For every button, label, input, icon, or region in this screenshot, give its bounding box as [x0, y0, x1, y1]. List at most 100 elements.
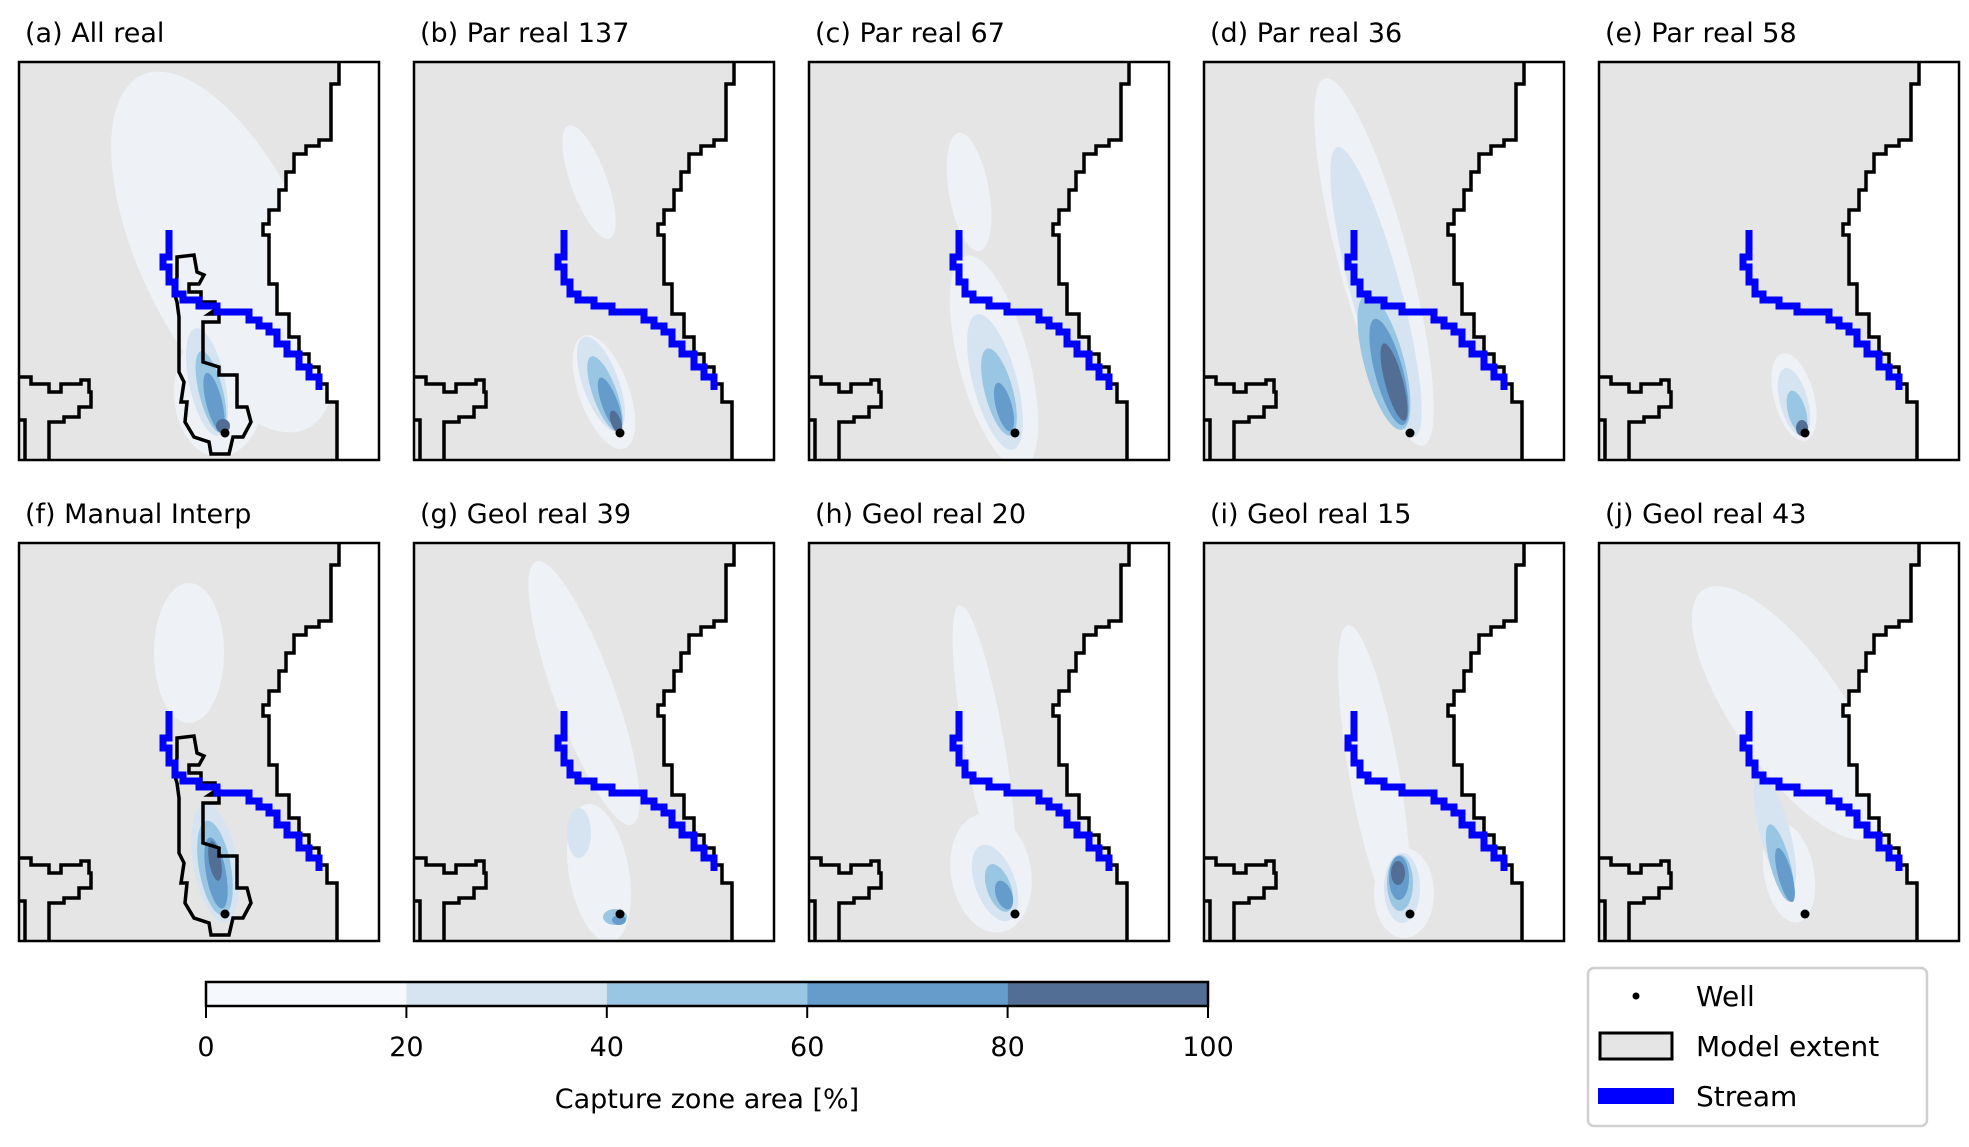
well-marker [615, 428, 625, 438]
model-boundary [261, 543, 341, 941]
panel-title: (h) Geol real 20 [815, 499, 1026, 530]
legend: Well Model extent Stream [1586, 966, 1929, 1128]
model-boundary [261, 62, 341, 460]
colorbar-bin [606, 982, 808, 1006]
well-marker [1800, 428, 1810, 438]
panel-frame [807, 60, 1171, 462]
capture-zone [1338, 625, 1434, 938]
panel-frame [17, 541, 381, 943]
panel-title: (a) All real [25, 18, 164, 49]
map-panel: (j) Geol real 43 [1597, 499, 1961, 943]
model-boundary [1841, 62, 1921, 460]
well-legend-icon [1632, 992, 1640, 1000]
panel-frame [17, 60, 381, 462]
panel-title: (f) Manual Interp [25, 499, 251, 530]
model-boundary [1841, 543, 1921, 941]
model-boundary [1204, 418, 1212, 460]
capture-zone-cell-0 [562, 125, 616, 239]
stream-legend-icon [1598, 1088, 1674, 1104]
stream-line [949, 711, 1113, 871]
map-panel: (a) All real [17, 18, 381, 462]
well-marker [1800, 909, 1810, 919]
capture-zone-cell-3 [994, 880, 1014, 910]
colorbar-tick-label: 40 [590, 1032, 624, 1063]
model-boundary [414, 899, 422, 941]
capture-zone-cell-1 [567, 808, 591, 858]
manual-capture-outline [172, 253, 253, 456]
capture-zone [946, 132, 1039, 460]
capture-zone [562, 125, 636, 450]
model-boundary [414, 418, 422, 460]
capture-zone-cell-0 [1691, 586, 1887, 840]
capture-zone-cell-0 [952, 605, 1016, 881]
panel-frame [1202, 541, 1566, 943]
model-boundary [1599, 899, 1607, 941]
colorbar-bin [1007, 982, 1208, 1006]
model-boundary [19, 899, 27, 941]
panel-title: (c) Par real 67 [815, 18, 1005, 49]
model-extent-area [19, 543, 339, 941]
capture-zone-cell-4 [1380, 343, 1408, 421]
stream-line [949, 230, 1113, 390]
model-boundary [656, 62, 736, 460]
legend-label: Stream [1696, 1080, 1797, 1113]
colorbar-tick-label: 0 [197, 1032, 214, 1063]
model-boundary [1599, 418, 1607, 460]
capture-zone-cell-0 [154, 583, 224, 723]
model-extent-area [414, 62, 734, 460]
capture-zone-cell-3 [993, 382, 1015, 432]
well-marker [1010, 909, 1020, 919]
well-marker [220, 428, 230, 438]
map-panel: (b) Par real 137 [412, 18, 776, 462]
legend-entry: Well [1632, 980, 1755, 1013]
map-panel: (h) Geol real 20 [807, 499, 1171, 943]
well-marker [220, 909, 230, 919]
panel-grid: (a) All real (b) Par real 137 (c) Par real… [17, 18, 1961, 943]
model-boundary [809, 899, 817, 941]
stream-line [1739, 711, 1903, 871]
model-extent-area [1599, 62, 1919, 460]
stream-line [159, 230, 323, 390]
model-boundary [1204, 375, 1278, 460]
model-boundary [414, 856, 488, 941]
stream-line [159, 711, 323, 871]
capture-zone [528, 561, 640, 941]
colorbar-tick-label: 80 [990, 1032, 1024, 1063]
legend-entry: Model extent [1598, 1030, 1879, 1063]
colorbar-tick-label: 20 [389, 1032, 423, 1063]
panel-frame [1597, 60, 1961, 462]
panel-title: (j) Geol real 43 [1605, 499, 1806, 530]
model-boundary [809, 375, 883, 460]
well-marker [615, 909, 625, 919]
well-marker [1010, 428, 1020, 438]
manual-capture-outline [172, 734, 253, 937]
map-panel: (e) Par real 58 [1597, 18, 1961, 462]
capture-zone [950, 605, 1032, 933]
map-panel: (d) Par real 36 [1202, 18, 1566, 462]
model-boundary [414, 375, 488, 460]
panel-title: (e) Par real 58 [1605, 18, 1797, 49]
panel-title: (i) Geol real 15 [1210, 499, 1411, 530]
panel-title: (d) Par real 36 [1210, 18, 1402, 49]
map-panel: (c) Par real 67 [807, 18, 1171, 462]
panel-frame [412, 541, 776, 943]
capture-zone-cell-3 [1775, 847, 1795, 903]
colorbar-bin [807, 982, 1008, 1006]
legend-label: Well [1696, 980, 1755, 1013]
map-panel: (g) Geol real 39 [412, 499, 776, 943]
model-boundary [809, 856, 883, 941]
capture-zone [1691, 586, 1887, 923]
panel-frame [807, 541, 1171, 943]
colorbar-bin [406, 982, 607, 1006]
panel-frame [1597, 541, 1961, 943]
panel-title: (g) Geol real 39 [420, 499, 631, 530]
well-marker [1405, 909, 1415, 919]
capture-zone-cell-0 [528, 561, 640, 825]
stream-line [1739, 230, 1903, 390]
model-boundary [809, 418, 817, 460]
colorbar-frame [204, 980, 1210, 1008]
model-boundary [1446, 543, 1526, 941]
model-boundary [656, 543, 736, 941]
model-boundary [1051, 543, 1131, 941]
capture-zone-cell-4 [609, 410, 623, 434]
